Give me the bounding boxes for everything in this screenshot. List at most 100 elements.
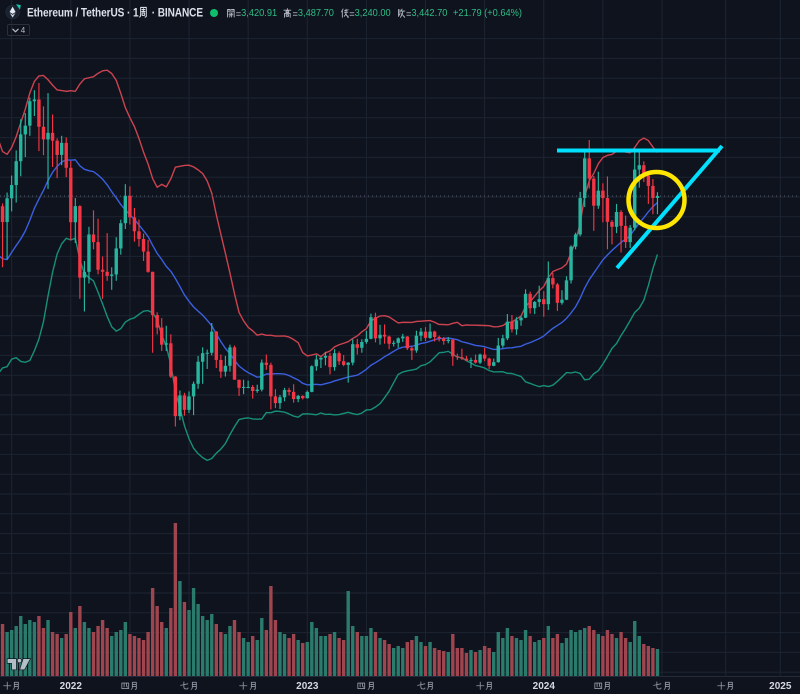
candle-body — [291, 391, 296, 400]
volume-bar — [501, 638, 505, 676]
time-axis-label[interactable] — [357, 681, 376, 691]
candle-body — [182, 395, 187, 410]
candle-body — [164, 343, 168, 345]
volume-bar — [141, 640, 146, 676]
candle-body — [551, 278, 555, 285]
candle-body — [455, 356, 460, 358]
volume-bar — [514, 638, 519, 676]
volume-bar — [432, 648, 437, 676]
time-axis-label[interactable]: 2022 — [59, 680, 82, 692]
volume-bar — [373, 632, 378, 676]
time-axis-label[interactable] — [593, 681, 612, 691]
volume-bar — [369, 628, 373, 676]
time-axis-label[interactable] — [2, 681, 21, 691]
volume-bar — [473, 652, 478, 676]
candle-body — [346, 362, 350, 365]
candle-body — [328, 355, 332, 368]
time-axis-label[interactable]: 2024 — [532, 680, 555, 692]
tradingview-watermark-logo — [6, 658, 32, 671]
volume-bar — [73, 628, 78, 676]
volume-bar — [619, 632, 623, 676]
candle-body — [278, 397, 282, 404]
candle-body — [351, 344, 355, 363]
volume-bar — [482, 646, 487, 676]
volume-bar — [223, 634, 228, 676]
candle-body — [587, 158, 591, 179]
volume-bar — [264, 630, 269, 676]
volume-bar — [287, 638, 291, 676]
time-axis-label[interactable] — [180, 681, 199, 691]
volume-bar — [464, 653, 469, 676]
candle-body — [210, 331, 214, 353]
time-axis-label[interactable] — [653, 681, 672, 691]
time-axis-label[interactable]: 2023 — [296, 680, 319, 692]
volume-bar — [114, 632, 118, 676]
candle-body — [187, 396, 191, 410]
time-axis-label[interactable] — [416, 681, 435, 691]
candle-body — [155, 314, 159, 328]
bollinger-lower-band — [0, 237, 659, 462]
time-axis-label[interactable] — [120, 681, 139, 691]
circle-drawing[interactable] — [626, 169, 687, 231]
volume-bar — [423, 646, 428, 676]
candle-body — [73, 206, 78, 223]
candle-body — [596, 190, 601, 206]
volume-bar — [446, 652, 450, 676]
volume-bar — [50, 632, 55, 676]
volume-bar — [537, 640, 541, 676]
volume-bar — [364, 636, 369, 676]
candle-body — [241, 386, 246, 388]
candle-body — [651, 185, 655, 198]
volume-bar — [160, 622, 164, 676]
volume-bar — [519, 640, 523, 676]
candle-body — [23, 125, 27, 135]
volume-bar — [182, 602, 187, 676]
volume-bar — [360, 636, 364, 676]
volume-bar — [596, 634, 601, 676]
volume-bar — [646, 646, 651, 676]
volume-bar — [428, 642, 432, 676]
time-axis-label[interactable] — [475, 681, 494, 691]
volume-bar — [587, 626, 591, 676]
volume-bar — [123, 622, 128, 676]
candle-body — [310, 366, 314, 392]
volume-bar — [173, 523, 178, 676]
candle-body — [301, 395, 305, 399]
candle-body — [446, 339, 450, 342]
volume-bar — [296, 640, 300, 676]
volume-bar — [23, 624, 27, 676]
volume-bar — [573, 632, 578, 676]
volume-bar — [546, 626, 551, 676]
candle-body — [428, 331, 432, 338]
candle-body — [442, 338, 446, 342]
candle-body — [296, 395, 300, 400]
candle-body — [510, 321, 514, 330]
volume-bar — [164, 628, 168, 676]
candle-body — [564, 280, 569, 300]
candle-body — [41, 126, 46, 140]
time-axis-label[interactable]: 2025 — [769, 680, 792, 692]
candle-body — [401, 336, 405, 339]
candle-body — [50, 132, 55, 141]
candle-body — [646, 175, 651, 186]
time-axis-label[interactable] — [716, 681, 735, 691]
volume-bar — [91, 632, 96, 676]
volume-bar — [437, 650, 441, 676]
candle-body — [78, 206, 82, 278]
volume-bar — [78, 606, 82, 676]
volume-bar — [651, 648, 655, 676]
candle-body — [110, 274, 114, 276]
time-axis[interactable]: 2022 2023 2024 2025 — [0, 676, 800, 694]
candle-body — [141, 238, 146, 252]
candle-body — [487, 358, 491, 366]
triangle-drawing-line[interactable] — [615, 144, 724, 270]
candle-body — [160, 327, 164, 345]
candle-body — [37, 99, 41, 127]
candle-body — [28, 101, 32, 126]
candle-body — [378, 334, 382, 339]
candle-body — [373, 317, 378, 339]
volume-bar — [633, 621, 637, 676]
time-axis-label[interactable] — [239, 681, 258, 691]
volume-bar — [241, 638, 246, 676]
